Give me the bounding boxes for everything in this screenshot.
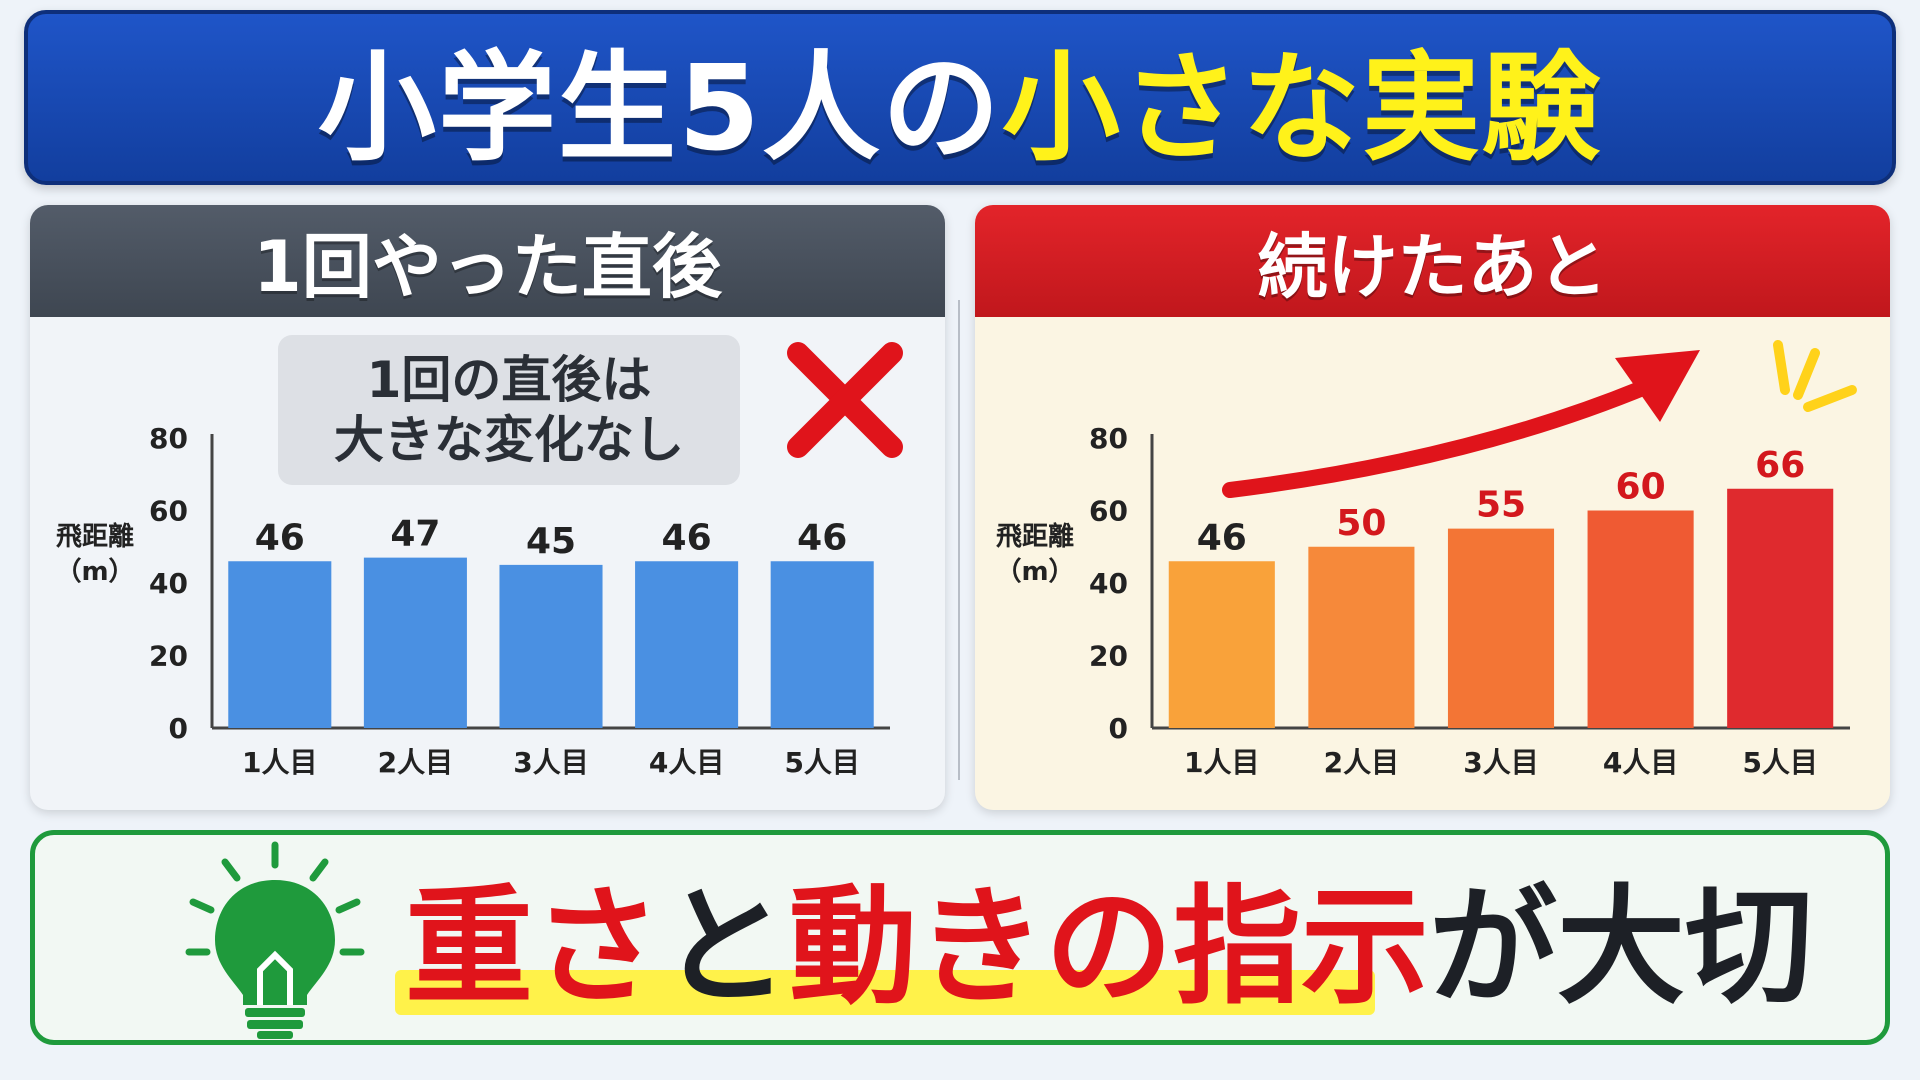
bar-value-label: 47 <box>390 514 440 555</box>
bar-value-label: 46 <box>255 517 305 558</box>
cross-icon <box>787 342 903 458</box>
bar-value-label: 60 <box>1616 467 1666 508</box>
y-tick-label: 20 <box>149 640 188 673</box>
bar-value-label: 45 <box>526 521 576 562</box>
title-banner: 小学生5人の小さな実験 <box>24 10 1896 185</box>
x-tick-label: 2人目 <box>1324 746 1399 779</box>
y-tick-label: 40 <box>1089 567 1128 600</box>
x-tick-label: 4人目 <box>649 746 724 779</box>
bar <box>1308 546 1415 728</box>
x-tick-label: 2人目 <box>378 746 453 779</box>
bar <box>1447 528 1555 728</box>
panel-divider <box>958 300 960 780</box>
left-bar-chart: 0 20 40 60 80 46 1人目 47 2人目 45 3人目 46 4人目 46 5人目 <box>149 422 890 779</box>
bar <box>770 561 874 728</box>
bar <box>228 561 332 728</box>
title-part-yellow: 小さな実験 <box>1002 39 1603 177</box>
x-tick-label: 5人目 <box>1742 746 1817 779</box>
right-chart-ylabel: 飛距離 （m） <box>990 520 1080 590</box>
up-arrow-icon <box>1222 350 1700 498</box>
bar-value-label: 66 <box>1755 445 1805 486</box>
x-tick-label: 3人目 <box>1463 746 1538 779</box>
conclusion-and: と <box>661 872 790 1022</box>
left-panel-header: 1回やった直後 <box>30 205 945 317</box>
conclusion-text: 重さと動きの指示 が大切 <box>405 850 1813 1022</box>
y-tick-label: 60 <box>1089 495 1128 528</box>
x-tick-label: 1人目 <box>1184 746 1259 779</box>
title-part-white: 小学生5人の <box>317 39 1003 177</box>
bar-value-label: 55 <box>1476 485 1526 526</box>
y-tick-label: 80 <box>149 422 188 455</box>
x-tick-label: 1人目 <box>242 746 317 779</box>
bar <box>635 561 739 728</box>
left-ylabel-line1: 飛距離 <box>55 522 134 552</box>
bar <box>363 557 467 728</box>
bar <box>499 564 603 728</box>
left-panel: 1回やった直後 <box>30 205 945 810</box>
x-tick-label: 3人目 <box>513 746 588 779</box>
burst-icon <box>1773 340 1857 412</box>
right-panel-header: 続けたあと <box>975 205 1890 317</box>
conclusion-instruction: 動きの指示 <box>789 872 1430 1022</box>
bar-value-label: 46 <box>1197 517 1247 558</box>
y-tick-label: 0 <box>169 712 188 745</box>
y-tick-label: 40 <box>149 567 188 600</box>
bar <box>1587 510 1694 728</box>
bar-value-label: 46 <box>797 517 847 558</box>
y-tick-label: 60 <box>149 495 188 528</box>
y-tick-label: 20 <box>1089 640 1128 673</box>
bar-value-label: 46 <box>662 517 712 558</box>
left-chart-ylabel: 飛距離 （m） <box>50 520 140 590</box>
note-line-2: 大きな変化なし <box>334 411 684 469</box>
bar-value-label: 50 <box>1336 503 1386 544</box>
lightbulb-icon <box>185 841 365 1039</box>
bar <box>1727 488 1834 728</box>
note-box: 1回の直後は 大きな変化なし <box>278 335 740 485</box>
right-ylabel-line2: （m） <box>995 557 1075 588</box>
right-bar-chart: 0 20 40 60 80 46 1人目 50 2人目 55 3人目 60 4人目 66 5人目 <box>1089 422 1850 779</box>
left-ylabel-line2: （m） <box>55 557 135 588</box>
text-highlight <box>395 970 1375 1015</box>
page-title: 小学生5人の小さな実験 <box>318 12 1602 183</box>
x-tick-label: 5人目 <box>784 746 859 779</box>
bar <box>1168 561 1275 728</box>
y-tick-label: 80 <box>1089 422 1128 455</box>
conclusion-weight: 重さ <box>405 872 662 1022</box>
conclusion-important: が大切 <box>1429 872 1814 1022</box>
x-tick-label: 4人目 <box>1603 746 1678 779</box>
right-ylabel-line1: 飛距離 <box>995 522 1074 552</box>
note-line-1: 1回の直後は <box>366 351 652 409</box>
y-tick-label: 0 <box>1109 712 1128 745</box>
